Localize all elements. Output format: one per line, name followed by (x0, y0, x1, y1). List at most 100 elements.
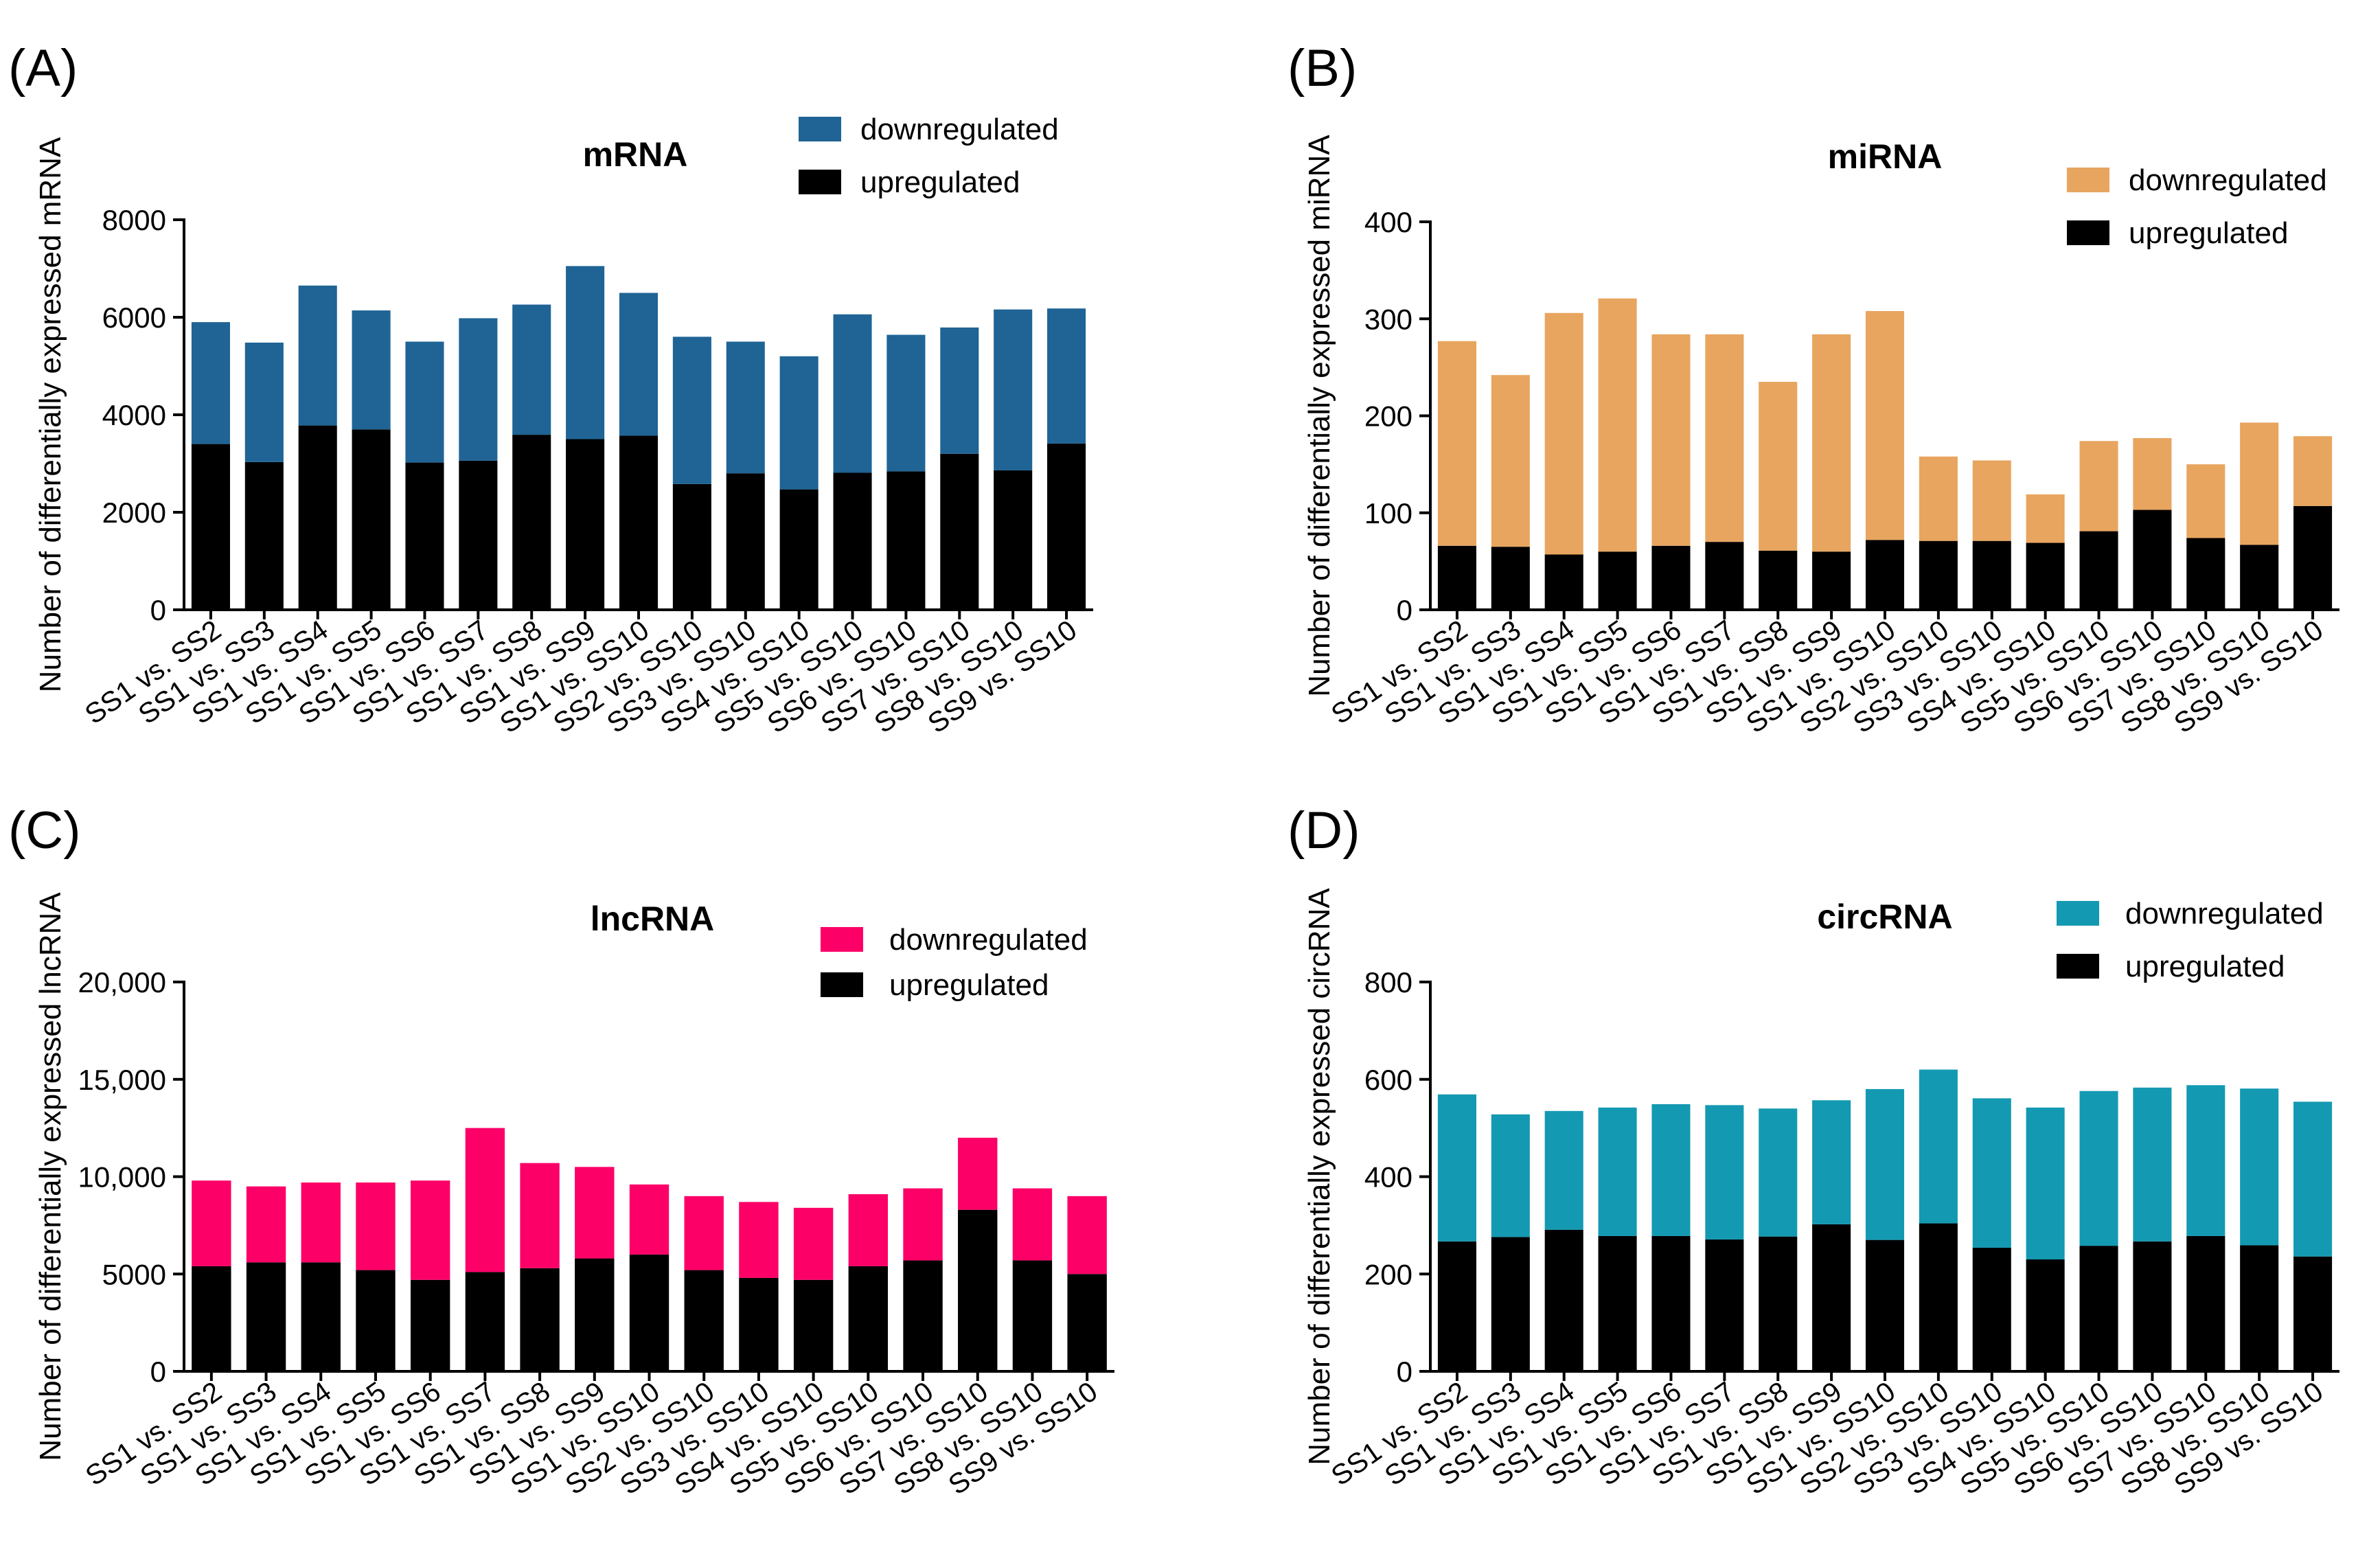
bar-downregulated (1919, 456, 1958, 541)
bar-downregulated (244, 342, 284, 462)
bar-downregulated (1812, 334, 1851, 552)
legend-label-upregulated: upregulated (860, 165, 1020, 199)
bar-upregulated (1865, 540, 1905, 610)
bar-downregulated (903, 1188, 943, 1261)
bar-upregulated (1437, 1241, 1476, 1371)
bar-upregulated (246, 1262, 286, 1371)
bar-upregulated (1047, 443, 1086, 610)
bar-downregulated (1437, 1094, 1476, 1242)
bar-downregulated (2079, 1090, 2118, 1246)
y-tick-label: 400 (1364, 1161, 1412, 1193)
bar-upregulated (520, 1268, 560, 1371)
bar-upregulated (2026, 542, 2065, 610)
bar-upregulated (459, 460, 498, 610)
bar-downregulated (2079, 441, 2118, 532)
bar-downregulated (629, 1184, 670, 1255)
bar-downregulated (833, 314, 872, 473)
y-tick-label: 0 (1397, 1356, 1412, 1388)
bar-downregulated (459, 318, 498, 461)
bar-downregulated (994, 309, 1033, 470)
bar-downregulated (2133, 1087, 2172, 1242)
bar-downregulated (1705, 334, 1744, 542)
bar-upregulated (405, 462, 444, 610)
bar-upregulated (1759, 550, 1798, 610)
bar-downregulated (301, 1183, 341, 1263)
legend-label-upregulated: upregulated (2125, 950, 2285, 983)
bar-upregulated (2186, 1235, 2225, 1371)
chart-title: circRNA (1817, 898, 1952, 936)
legend: downregulated upregulated (821, 923, 1088, 1002)
bar-upregulated (1437, 545, 1476, 610)
bar-upregulated (1865, 1240, 1905, 1371)
bar-upregulated (1491, 547, 1530, 610)
bar-downregulated (958, 1137, 998, 1210)
bar-upregulated (2026, 1259, 2065, 1371)
bar-upregulated (2186, 538, 2225, 610)
bar-downregulated (1651, 334, 1691, 546)
y-tick-label: 10,000 (78, 1161, 166, 1193)
bar-downregulated (1067, 1196, 1107, 1275)
bar-upregulated (575, 1258, 615, 1371)
bar-downregulated (1544, 1110, 1583, 1230)
bar-downregulated (1972, 460, 2011, 541)
chart-title: miRNA (1828, 137, 1943, 176)
y-axis-label: Number of differentially expressed lncRN… (34, 892, 67, 1461)
bar-upregulated (994, 470, 1033, 610)
bar-downregulated (1972, 1098, 2011, 1248)
bar-upregulated (2293, 505, 2333, 610)
bar-downregulated (1544, 312, 1583, 555)
bar-downregulated (405, 341, 444, 463)
bar-upregulated (1491, 1237, 1530, 1371)
bar-downregulated (575, 1167, 615, 1259)
bar-upregulated (244, 461, 284, 610)
legend: downregulated upregulated (799, 113, 1059, 199)
bar-upregulated (191, 444, 230, 610)
y-tick-label: 200 (1364, 400, 1412, 433)
bar-downregulated (2186, 1085, 2225, 1236)
y-tick-label: 400 (1364, 206, 1412, 238)
bar-downregulated (410, 1180, 450, 1280)
bar-upregulated (1651, 1235, 1691, 1371)
bar-upregulated (779, 489, 819, 610)
bar-upregulated (1598, 551, 1637, 610)
bar-upregulated (886, 471, 926, 610)
y-tick-label: 0 (150, 594, 166, 626)
y-axis-label: Number of differentially expressed mRNA (34, 137, 67, 692)
chart-title: lncRNA (591, 900, 715, 938)
bar-downregulated (739, 1202, 779, 1278)
bar-downregulated (2026, 1107, 2065, 1259)
bar-upregulated (940, 453, 979, 610)
bar-upregulated (301, 1262, 341, 1371)
bar-upregulated (352, 429, 391, 610)
legend: downregulated upregulated (2067, 163, 2327, 250)
bar-downregulated (779, 356, 819, 490)
bar-upregulated (958, 1209, 998, 1371)
y-axis-label: Number of differentially expressed miRNA (1303, 135, 1336, 697)
y-tick-label: 20,000 (78, 966, 166, 998)
bar-downregulated (1705, 1105, 1744, 1240)
bar-downregulated (298, 285, 337, 426)
legend-swatch-upregulated (799, 170, 841, 194)
bar-downregulated (1491, 1114, 1530, 1237)
bar-upregulated (2133, 510, 2172, 610)
bar-downregulated (1491, 375, 1530, 547)
y-tick-label: 100 (1364, 497, 1412, 529)
bar-downregulated (2186, 464, 2225, 538)
bar-upregulated (298, 425, 337, 610)
bar-downregulated (465, 1128, 505, 1272)
bar-upregulated (1972, 540, 2011, 610)
y-tick-label: 5000 (102, 1258, 166, 1290)
bar-downregulated (1919, 1069, 1958, 1224)
bar-downregulated (940, 327, 979, 454)
chart-panel-3: (C) lncRNA Number of differentially expres… (8, 801, 1114, 1500)
bar-upregulated (1812, 1224, 1851, 1371)
bar-downregulated (672, 336, 711, 484)
bar-upregulated (356, 1270, 396, 1371)
bar-upregulated (1919, 540, 1958, 610)
bar-downregulated (566, 266, 605, 439)
bar-upregulated (512, 435, 551, 610)
bar-downregulated (1759, 382, 1798, 551)
panel-label: (D) (1288, 801, 1360, 860)
bar-upregulated (2079, 1246, 2118, 1371)
